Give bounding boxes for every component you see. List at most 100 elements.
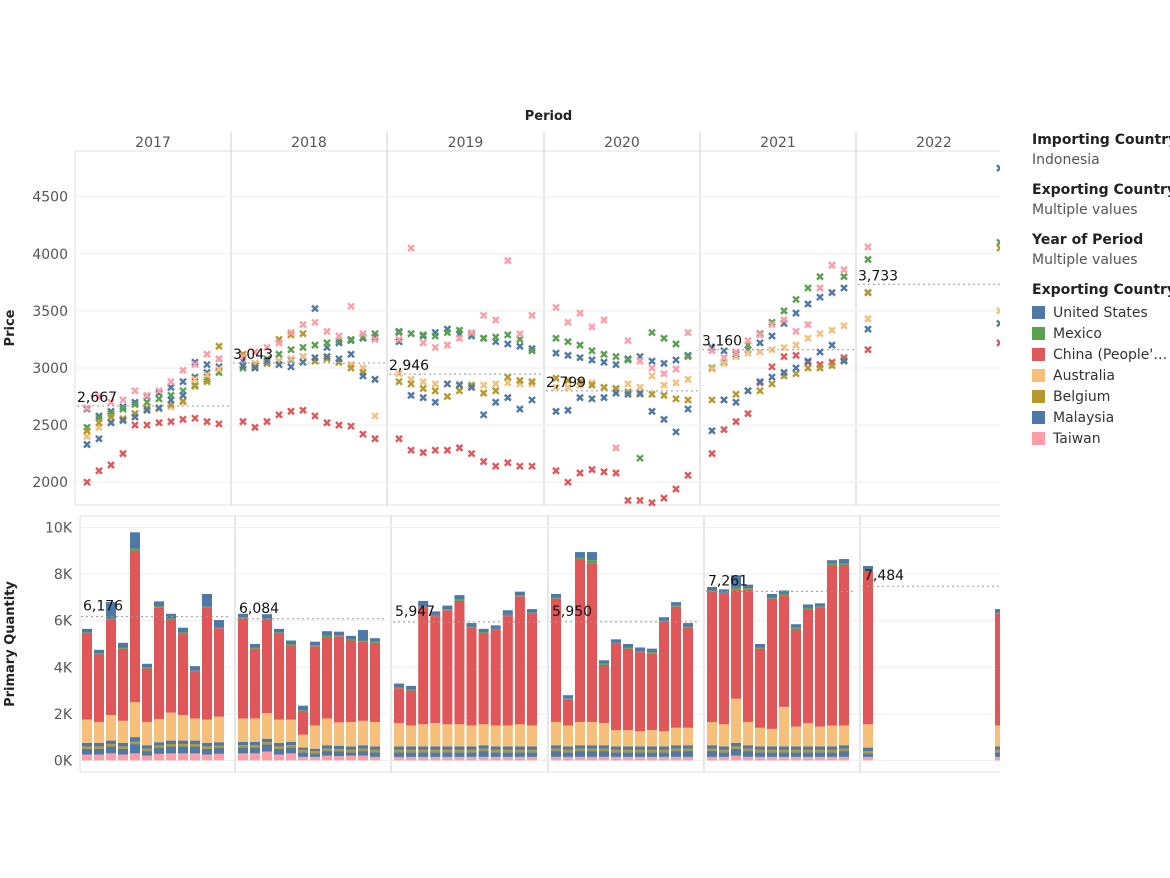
quantity-bar-segment xyxy=(683,626,693,628)
quantity-bar-segment xyxy=(743,589,753,722)
quantity-bar-segment xyxy=(563,752,573,757)
quantity-bar-segment xyxy=(478,724,489,746)
price-point xyxy=(588,356,596,364)
legend-item[interactable]: Mexico xyxy=(1032,323,1168,344)
quantity-bar-segment xyxy=(82,742,92,747)
quantity-bar-segment xyxy=(743,751,753,757)
quantity-bar-segment xyxy=(298,711,308,735)
quantity-bar-segment xyxy=(995,746,1000,750)
legend-swatch xyxy=(1032,348,1045,361)
price-point xyxy=(239,352,247,361)
price-point xyxy=(287,345,295,354)
quantity-bar-segment xyxy=(599,756,609,761)
year-filter-title: Year of Period xyxy=(1032,232,1144,248)
legend-item[interactable]: Australia xyxy=(1032,365,1168,386)
period-label-2019: 2019 xyxy=(448,135,484,151)
price-point xyxy=(804,300,812,308)
quantity-bar-segment xyxy=(815,607,825,727)
quantity-bar-segment xyxy=(94,649,104,654)
quantity-bar-segment xyxy=(731,575,741,587)
quantity-bar-segment xyxy=(707,756,717,761)
price-point xyxy=(167,396,175,404)
price-point xyxy=(588,465,596,474)
quantity-bar-segment xyxy=(310,748,320,752)
quantity-bar-segment xyxy=(274,719,284,743)
price-point xyxy=(419,377,428,386)
quantity-bar-segment xyxy=(863,569,873,571)
quantity-bar-segment xyxy=(202,742,212,747)
quantity-tick-label: 2K xyxy=(54,707,73,723)
legend-item[interactable]: Taiwan xyxy=(1032,428,1168,449)
quantity-bar-segment xyxy=(130,548,140,551)
price-point xyxy=(552,334,560,343)
quantity-bar-segment xyxy=(370,642,380,722)
price-point xyxy=(648,364,656,372)
quantity-bar-segment xyxy=(514,596,525,725)
quantity-bar-segment xyxy=(502,614,513,617)
price-point xyxy=(804,284,812,292)
quantity-bar-segment xyxy=(310,751,320,754)
legend-item[interactable]: United States xyxy=(1032,302,1168,323)
price-point xyxy=(251,364,259,372)
quantity-bar-segment xyxy=(839,563,849,565)
quantity-bar-segment xyxy=(719,593,729,725)
exporting-filter-value[interactable]: Multiple values xyxy=(1032,202,1138,218)
quantity-bar-segment xyxy=(659,620,669,622)
price-point xyxy=(467,449,476,458)
quantity-bar-segment xyxy=(250,648,260,719)
quantity-bar-segment xyxy=(791,726,801,747)
quantity-bar-segment xyxy=(322,637,332,719)
quantity-bar-segment xyxy=(154,745,164,749)
quantity-bar-segment xyxy=(551,721,561,746)
price-point xyxy=(479,457,488,466)
price-point xyxy=(455,381,464,389)
quantity-bar-segment xyxy=(454,724,465,747)
quantity-axis-title: Primary Quantity xyxy=(3,581,18,707)
legend-item[interactable]: Malaysia xyxy=(1032,407,1168,428)
price-point xyxy=(503,340,512,348)
price-reference-label: 3,160 xyxy=(702,334,742,350)
importing-country-title: Importing Country xyxy=(1032,132,1170,148)
quantity-bar-segment xyxy=(130,702,140,738)
price-point xyxy=(371,375,379,384)
quantity-bar-segment xyxy=(262,614,272,619)
quantity-bar-segment xyxy=(190,671,200,719)
quantity-bar-segment xyxy=(659,746,669,750)
quantity-bar-segment xyxy=(214,628,224,717)
quantity-bar-segment xyxy=(214,620,224,628)
quantity-bar-segment xyxy=(478,756,489,761)
price-point xyxy=(299,358,307,367)
quantity-bar-segment xyxy=(322,755,332,761)
quantity-bar-segment xyxy=(262,738,272,743)
price-point xyxy=(564,383,572,392)
price-point xyxy=(636,383,644,392)
price-point xyxy=(804,364,812,372)
price-point xyxy=(131,413,139,421)
price-point xyxy=(768,380,776,388)
price-point xyxy=(443,380,452,388)
legend-item[interactable]: Belgium xyxy=(1032,386,1168,407)
quantity-bar-segment xyxy=(671,748,681,752)
quantity-bar-segment xyxy=(274,633,284,720)
quantity-bar-segment xyxy=(527,613,537,726)
quantity-bar-segment xyxy=(599,745,609,749)
quantity-bar-segment xyxy=(154,601,164,607)
quantity-bar-segment xyxy=(250,747,260,754)
quantity-bar-segment xyxy=(154,753,164,761)
price-point xyxy=(347,422,355,431)
year-filter-value[interactable]: Multiple values xyxy=(1032,252,1138,268)
quantity-bar-segment xyxy=(298,752,308,757)
legend-item[interactable]: China (People's.. xyxy=(1032,344,1168,365)
period-label-2017: 2017 xyxy=(135,135,171,151)
quantity-bar-segment xyxy=(418,607,429,725)
quantity-bar-segment xyxy=(406,725,417,747)
quantity-bar-segment xyxy=(839,564,849,726)
quantity-bar-segment xyxy=(394,746,404,750)
price-point xyxy=(684,405,692,413)
quantity-bar-segment xyxy=(731,748,741,756)
quantity-bar-segment xyxy=(202,746,212,749)
quantity-bar-segment xyxy=(490,752,501,757)
importing-country-value[interactable]: Indonesia xyxy=(1032,152,1100,168)
price-point xyxy=(684,352,692,361)
price-point xyxy=(648,372,656,380)
